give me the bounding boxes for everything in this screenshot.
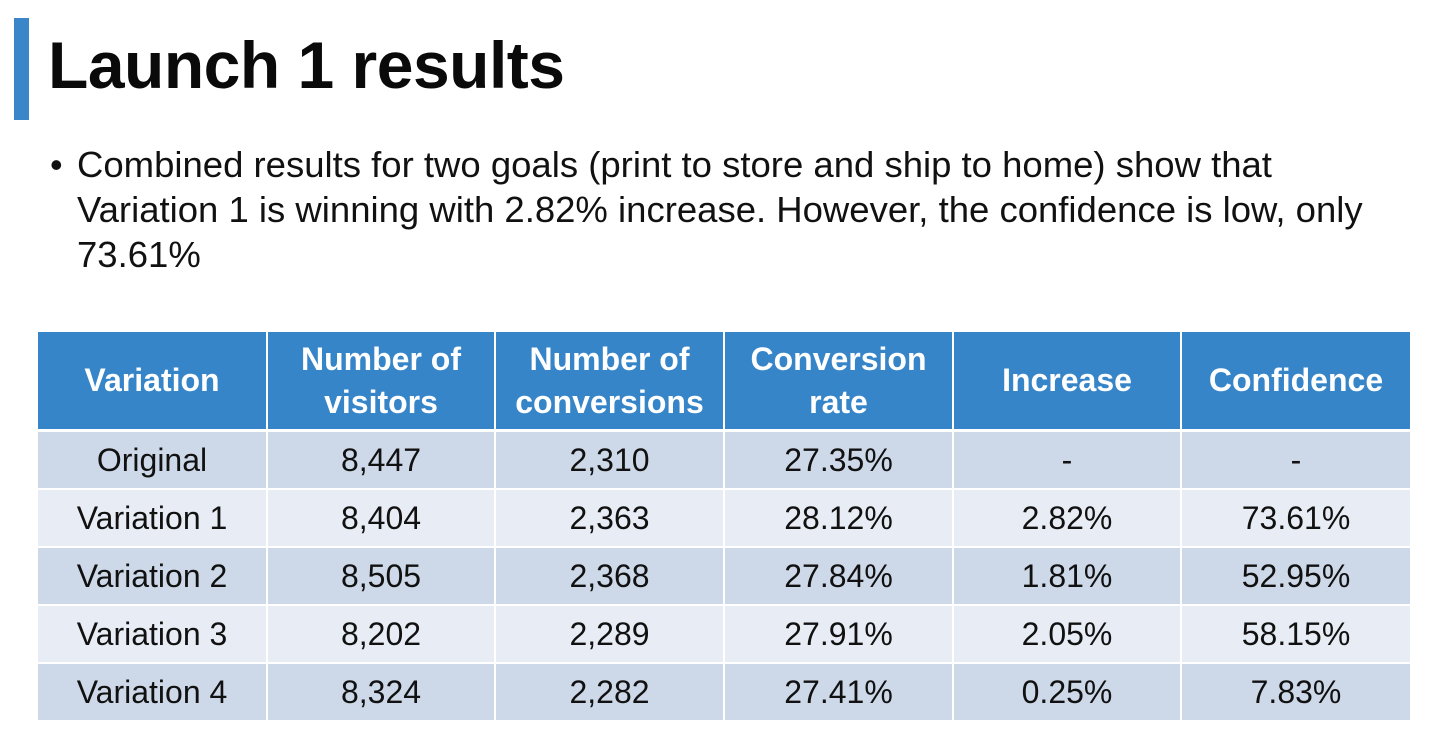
cell-visitors: 8,505	[267, 547, 496, 606]
column-header-conversions: Number of conversions	[495, 332, 725, 432]
table-row: Variation 4 8,324 2,282 27.41% 0.25% 7.8…	[38, 663, 1410, 722]
cell-variation: Variation 1	[38, 489, 268, 548]
table-row: Original 8,447 2,310 27.35% - -	[38, 430, 1410, 490]
cell-confidence: -	[1181, 430, 1410, 490]
table-row: Variation 1 8,404 2,363 28.12% 2.82% 73.…	[38, 489, 1410, 548]
cell-variation: Original	[38, 430, 268, 490]
column-header-increase: Increase	[953, 332, 1182, 432]
table-row: Variation 3 8,202 2,289 27.91% 2.05% 58.…	[38, 605, 1410, 664]
cell-conversion-rate: 27.84%	[724, 547, 954, 606]
cell-conversion-rate: 27.35%	[724, 430, 954, 490]
cell-increase: -	[953, 430, 1182, 490]
column-header-confidence: Confidence	[1181, 332, 1410, 432]
cell-increase: 2.05%	[953, 605, 1182, 664]
cell-visitors: 8,202	[267, 605, 496, 664]
cell-variation: Variation 3	[38, 605, 268, 664]
cell-visitors: 8,404	[267, 489, 496, 548]
results-table: Variation Number of visitors Number of c…	[38, 332, 1410, 722]
bullet-point: • Combined results for two goals (print …	[50, 142, 1380, 277]
cell-increase: 0.25%	[953, 663, 1182, 722]
cell-confidence: 52.95%	[1181, 547, 1410, 606]
slide-title: Launch 1 results	[48, 28, 565, 102]
cell-confidence: 7.83%	[1181, 663, 1410, 722]
cell-increase: 1.81%	[953, 547, 1182, 606]
cell-conversions: 2,363	[495, 489, 725, 548]
column-header-conversion-rate: Conversion rate	[724, 332, 954, 432]
column-header-variation: Variation	[38, 332, 268, 432]
cell-visitors: 8,447	[267, 430, 496, 490]
column-header-visitors: Number of visitors	[267, 332, 496, 432]
bullet-text: Combined results for two goals (print to…	[77, 144, 1363, 275]
cell-conversion-rate: 28.12%	[724, 489, 954, 548]
cell-conversions: 2,282	[495, 663, 725, 722]
cell-confidence: 58.15%	[1181, 605, 1410, 664]
table-row: Variation 2 8,505 2,368 27.84% 1.81% 52.…	[38, 547, 1410, 606]
bullet-dot-icon: •	[50, 144, 63, 185]
cell-conversions: 2,368	[495, 547, 725, 606]
cell-confidence: 73.61%	[1181, 489, 1410, 548]
cell-conversions: 2,310	[495, 430, 725, 490]
table-header-row: Variation Number of visitors Number of c…	[38, 332, 1410, 432]
cell-conversion-rate: 27.41%	[724, 663, 954, 722]
cell-variation: Variation 4	[38, 663, 268, 722]
cell-increase: 2.82%	[953, 489, 1182, 548]
cell-variation: Variation 2	[38, 547, 268, 606]
title-accent-bar	[14, 18, 29, 120]
cell-conversion-rate: 27.91%	[724, 605, 954, 664]
cell-visitors: 8,324	[267, 663, 496, 722]
cell-conversions: 2,289	[495, 605, 725, 664]
